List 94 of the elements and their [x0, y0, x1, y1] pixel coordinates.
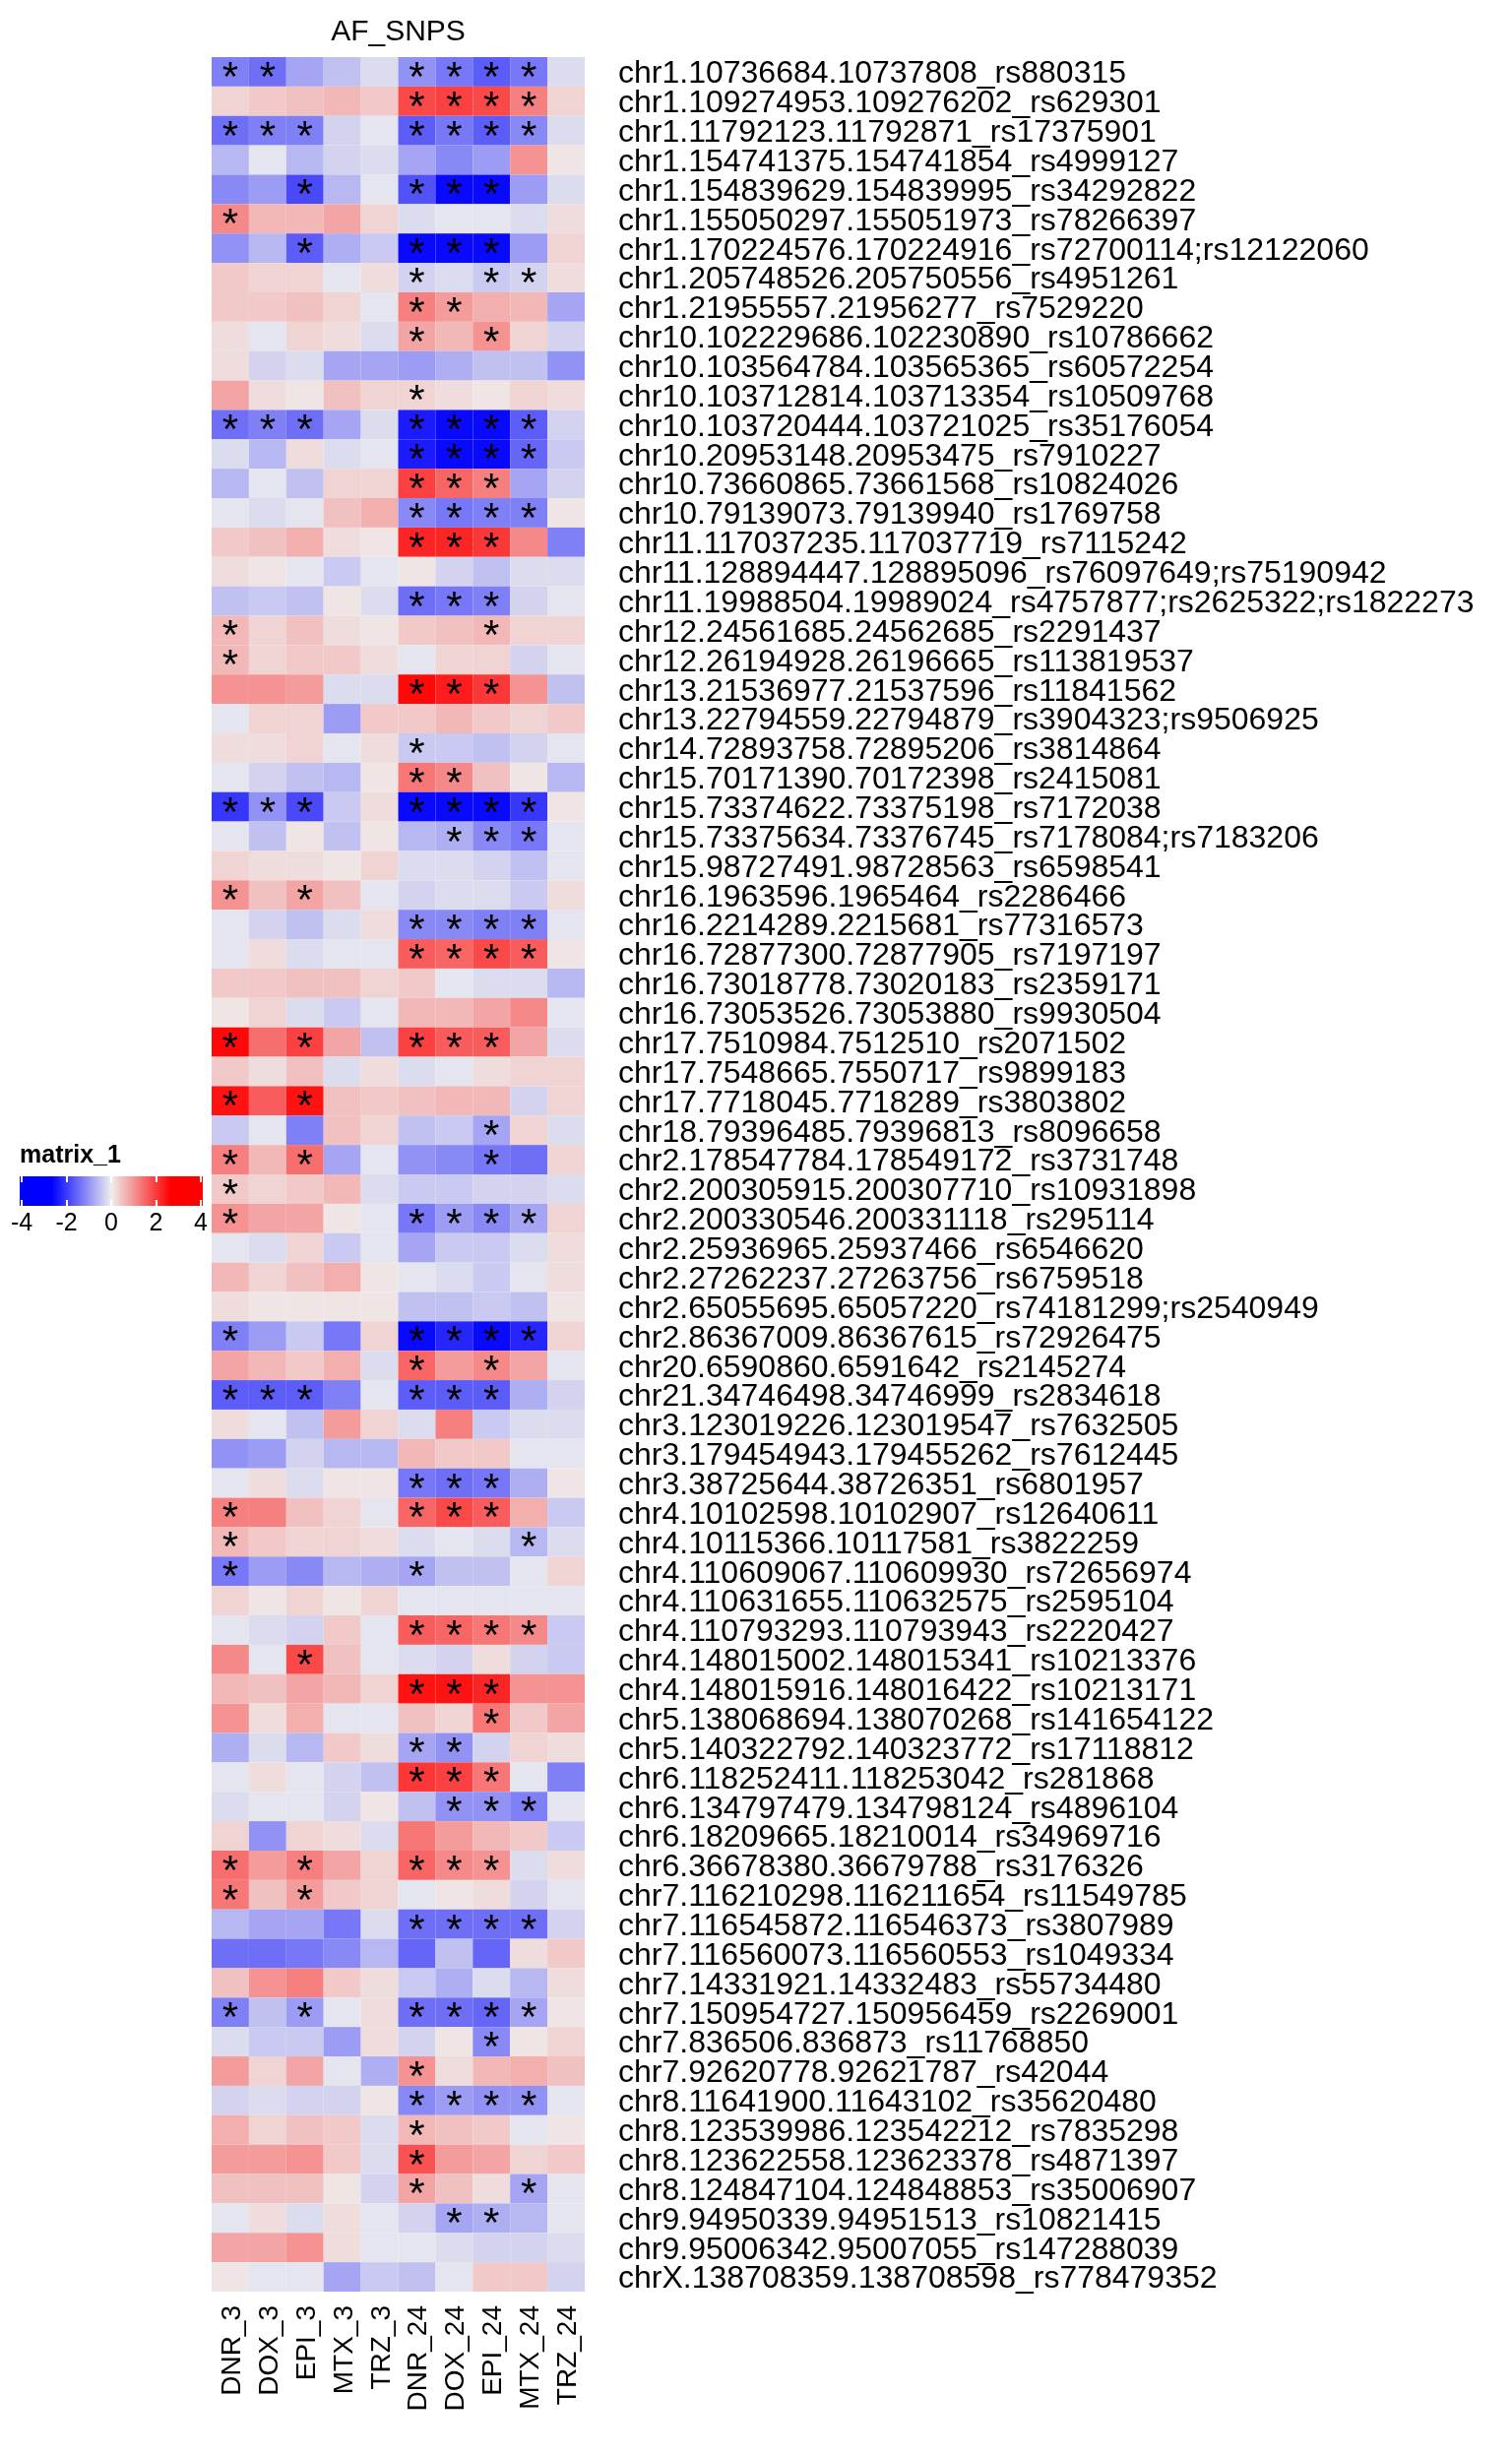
data-label: *: [259, 52, 277, 99]
data-label: *: [296, 1376, 313, 1423]
data-label: *: [446, 1023, 463, 1070]
data-label: *: [483, 1846, 500, 1893]
data-label: *: [409, 1846, 425, 1893]
data-label: *: [520, 2170, 537, 2217]
data-label: *: [296, 1082, 313, 1129]
color-bar-label: 0: [104, 1208, 118, 1236]
data-label: *: [520, 1317, 537, 1364]
data-label: *: [483, 1905, 500, 1952]
data-label: *: [259, 788, 277, 835]
data-label: *: [296, 170, 313, 218]
data-label: *: [296, 1993, 313, 2041]
data-label: *: [221, 1082, 239, 1129]
data-label: *: [446, 1670, 463, 1717]
data-label: *: [446, 1317, 463, 1364]
data-label: *: [446, 1993, 463, 2041]
data-label: *: [446, 287, 463, 335]
data-label: *: [520, 1610, 537, 1658]
data-label: *: [520, 1905, 537, 1952]
data-label: *: [446, 1610, 463, 1658]
data-label: *: [296, 1640, 313, 1687]
data-label: *: [520, 1788, 537, 1835]
data-label: *: [483, 2199, 500, 2246]
data-label: *: [446, 1846, 463, 1893]
color-bar-title: matrix_1: [20, 1140, 122, 1168]
data-label: *: [409, 1023, 425, 1070]
data-label: *: [296, 788, 313, 835]
color-bar-label: 4: [194, 1208, 208, 1236]
data-label: *: [409, 1670, 425, 1717]
data-label: *: [483, 670, 500, 718]
data-label: *: [409, 1993, 425, 2041]
data-label: *: [409, 1905, 425, 1952]
x-tick-label: TRZ_3: [364, 2305, 396, 2390]
data-label: *: [296, 1141, 313, 1188]
data-label: *: [409, 1199, 425, 1246]
x-tick-label: DOX_24: [439, 2305, 471, 2412]
data-label: *: [259, 1376, 277, 1423]
data-label: *: [446, 2081, 463, 2128]
data-label: *: [409, 582, 425, 629]
x-tick-label: DOX_3: [252, 2305, 284, 2396]
data-label: *: [520, 259, 537, 306]
data-label: *: [221, 1023, 239, 1070]
data-label: *: [483, 1023, 500, 1070]
data-label: *: [446, 170, 463, 218]
data-label: *: [446, 1199, 463, 1246]
data-label: *: [483, 317, 500, 364]
data-label: *: [483, 1199, 500, 1246]
data-label: *: [296, 229, 313, 277]
data-label: *: [409, 1552, 425, 1600]
color-bar-label: -2: [55, 1208, 78, 1236]
x-tick-label: TRZ_24: [551, 2305, 583, 2406]
data-label: *: [409, 170, 425, 218]
data-label: *: [483, 1610, 500, 1658]
data-label: *: [446, 229, 463, 277]
color-bar-label: 2: [149, 1208, 163, 1236]
x-tick-label: DNR_3: [215, 2305, 246, 2396]
x-tick-label: EPI_24: [476, 2305, 508, 2396]
data-label: *: [296, 406, 313, 453]
data-label: *: [296, 111, 313, 158]
data-label: *: [221, 1317, 239, 1364]
data-label: *: [221, 111, 239, 158]
data-label: *: [483, 2081, 500, 2128]
data-label: *: [520, 493, 537, 540]
data-label: *: [520, 1199, 537, 1246]
chart-title: AF_SNPS: [330, 14, 467, 47]
data-label: *: [221, 876, 239, 923]
data-label: *: [409, 1610, 425, 1658]
data-label: *: [259, 406, 277, 453]
data-label: *: [520, 1523, 537, 1570]
data-label: *: [446, 1376, 463, 1423]
data-label: *: [446, 2199, 463, 2246]
data-label: *: [221, 406, 239, 453]
data-label: *: [446, 670, 463, 718]
data-label: *: [483, 170, 500, 218]
data-label: *: [221, 1376, 239, 1423]
data-label: *: [446, 582, 463, 629]
data-label: *: [259, 111, 277, 158]
data-label: *: [221, 52, 239, 99]
x-tick-label: MTX_24: [514, 2305, 545, 2410]
data-label: *: [221, 1993, 239, 2041]
data-label: *: [296, 876, 313, 923]
data-label: *: [520, 1993, 537, 2041]
data-label: *: [446, 1905, 463, 1952]
x-tick-label: DNR_24: [402, 2305, 433, 2412]
color-bar-label: -4: [10, 1208, 33, 1236]
data-label: *: [221, 200, 239, 247]
data-label: *: [296, 1023, 313, 1070]
x-tick-label: MTX_3: [327, 2305, 358, 2395]
data-label: *: [221, 788, 239, 835]
data-label: *: [409, 670, 425, 718]
y-tick-label: chr1.10736684.10737808_rs880315: [618, 54, 1127, 91]
x-tick-label: EPI_3: [289, 2305, 321, 2381]
data-label: *: [520, 2081, 537, 2128]
